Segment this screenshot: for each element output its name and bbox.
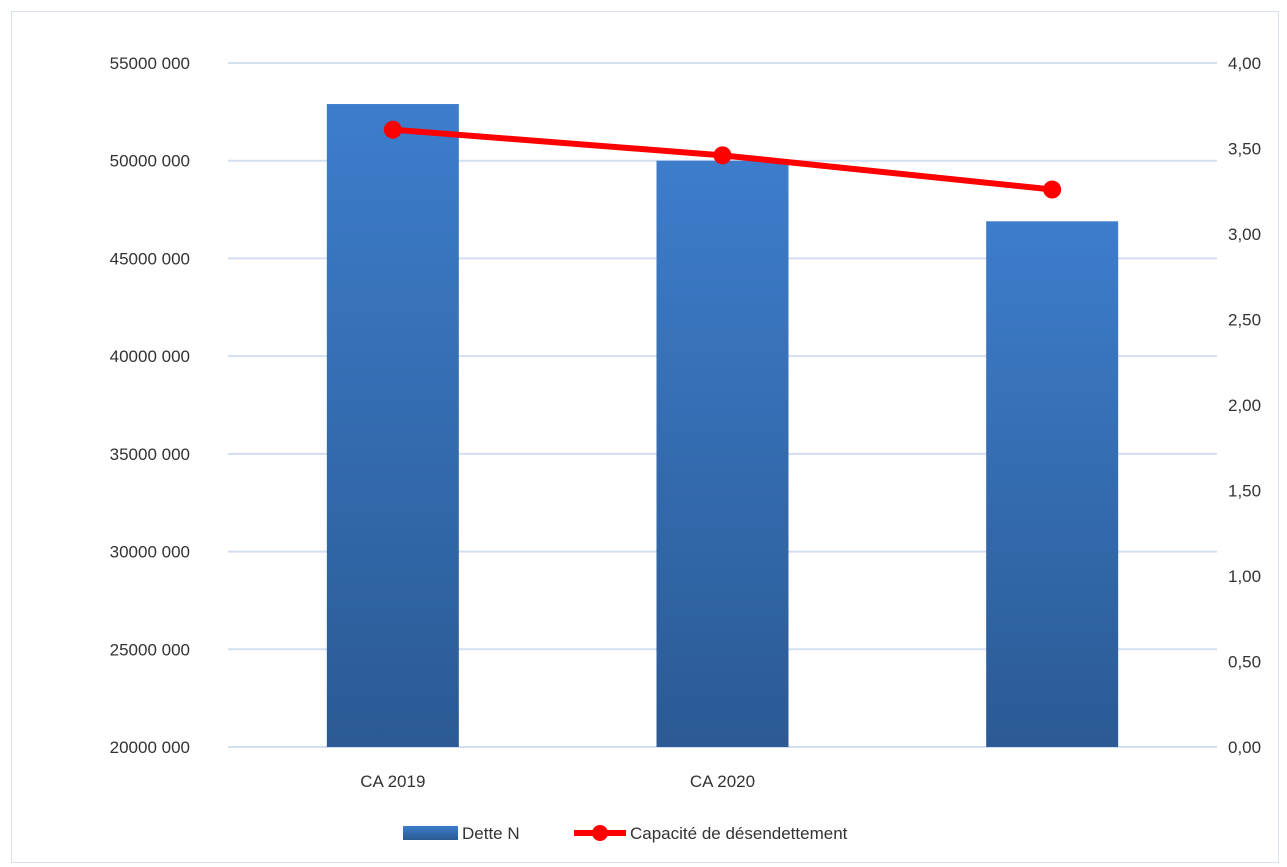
- bar-dette-n: [986, 221, 1119, 748]
- left-tick-label: 20000 000: [110, 738, 190, 757]
- point-capacite: [383, 120, 402, 139]
- left-tick-label: 40000 000: [110, 347, 190, 366]
- right-tick-label: 1,00: [1228, 567, 1261, 586]
- x-tick-label: CA 2020: [690, 772, 755, 791]
- right-tick-label: 2,50: [1228, 311, 1261, 330]
- bar-series-dette-n: [326, 104, 1119, 748]
- point-capacite: [1043, 180, 1062, 199]
- right-tick-label: 0,00: [1228, 738, 1261, 757]
- right-tick-label: 3,50: [1228, 140, 1261, 159]
- left-axis: 20000 000 25000 000 30000 000 35000 000 4000…: [110, 54, 190, 757]
- point-capacite: [713, 146, 732, 165]
- right-axis: 0,00 0,50 1,00 1,50 2,00 2,50 3,00 3,50 4,00: [1228, 54, 1261, 757]
- legend-label-capacite: Capacité de désendettement: [630, 824, 848, 843]
- x-axis: CA 2019 CA 2020: [360, 772, 755, 791]
- left-tick-label: 55000 000: [110, 54, 190, 73]
- line-series-capacite: [383, 120, 1062, 199]
- left-tick-label: 30000 000: [110, 543, 190, 562]
- legend: Dette N Capacité de désendettement: [403, 824, 848, 843]
- x-tick-label: CA 2019: [360, 772, 425, 791]
- right-tick-label: 2,00: [1228, 396, 1261, 415]
- right-tick-label: 0,50: [1228, 653, 1261, 672]
- legend-marker-capacite: [592, 825, 608, 841]
- right-tick-label: 3,00: [1228, 225, 1261, 244]
- right-tick-label: 4,00: [1228, 54, 1261, 73]
- right-tick-label: 1,50: [1228, 482, 1261, 501]
- left-tick-label: 50000 000: [110, 152, 190, 171]
- bar-dette-n: [656, 160, 789, 747]
- left-tick-label: 45000 000: [110, 249, 190, 268]
- left-tick-label: 35000 000: [110, 445, 190, 464]
- bar-dette-n: [326, 104, 459, 748]
- left-tick-label: 25000 000: [110, 640, 190, 659]
- legend-label-dette-n: Dette N: [462, 824, 520, 843]
- legend-swatch-dette-n: [403, 826, 458, 840]
